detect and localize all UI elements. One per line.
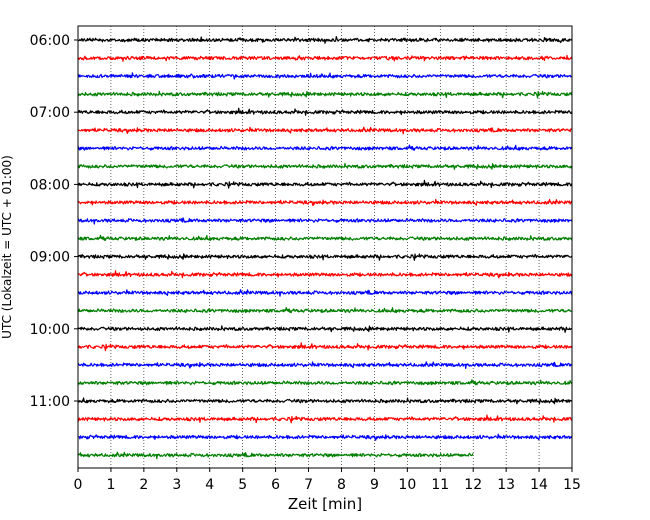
- x-axis-ticks: 0 1 2 3 4 5 6 7 8 9 10 11 12 13 14 15: [74, 468, 581, 493]
- y-axis-title: UTC (Lokalzeit = UTC + 01:00): [0, 155, 14, 339]
- trace-1145: [77, 451, 474, 460]
- trace-1115: [77, 414, 573, 424]
- x-tick-label: 5: [238, 477, 247, 493]
- x-tick-label: 2: [139, 477, 148, 493]
- trace-0915: [77, 270, 573, 279]
- trace-0745: [77, 162, 573, 170]
- x-tick-label: 0: [74, 477, 83, 493]
- trace-0930: [77, 289, 573, 297]
- y-tick-label: 07:00: [30, 105, 70, 121]
- trace-1045: [77, 379, 573, 386]
- x-tick-label: 4: [205, 477, 214, 493]
- x-tick-label: 12: [464, 477, 482, 493]
- x-tick-label: 1: [106, 477, 115, 493]
- x-tick-label: 13: [497, 477, 515, 493]
- x-axis-title: Zeit [min]: [288, 495, 362, 513]
- trace-1015: [77, 342, 573, 352]
- trace-0830: [77, 217, 573, 225]
- plot-frame: [77, 25, 573, 469]
- x-tick-label: 11: [431, 477, 449, 493]
- y-tick-label: 06:00: [30, 33, 70, 49]
- trace-0900: [77, 253, 573, 261]
- trace-0730: [77, 144, 573, 151]
- trace-0845: [77, 234, 573, 241]
- trace-0600: [77, 36, 573, 44]
- trace-1100: [77, 397, 573, 405]
- trace-0715: [77, 126, 572, 135]
- y-tick-label: 11:00: [30, 394, 70, 410]
- trace-0945: [77, 307, 573, 314]
- trace-0815: [77, 198, 573, 207]
- y-axis-ticks: 06:00 07:00 08:00 09:00 10:00 11:00: [30, 33, 78, 410]
- trace-1000: [77, 325, 573, 333]
- trace-0615: [77, 54, 573, 62]
- trace-0630: [77, 72, 573, 80]
- trace-1130: [77, 433, 573, 441]
- x-tick-label: 9: [370, 477, 379, 493]
- y-tick-label: 09:00: [30, 250, 70, 266]
- seismogram-traces: [77, 36, 573, 460]
- trace-0645: [77, 90, 573, 99]
- x-tick-label: 6: [271, 477, 280, 493]
- x-tick-label: 10: [398, 477, 416, 493]
- trace-1030: [77, 361, 573, 369]
- x-tick-label: 8: [337, 477, 346, 493]
- y-tick-label: 08:00: [30, 177, 70, 193]
- x-tick-label: 15: [563, 477, 581, 493]
- trace-0800: [77, 179, 573, 189]
- x-tick-label: 3: [172, 477, 181, 493]
- trace-0700: [77, 107, 573, 116]
- x-tick-label: 14: [530, 477, 548, 493]
- x-tick-label: 7: [304, 477, 313, 493]
- y-tick-label: 10:00: [30, 322, 70, 338]
